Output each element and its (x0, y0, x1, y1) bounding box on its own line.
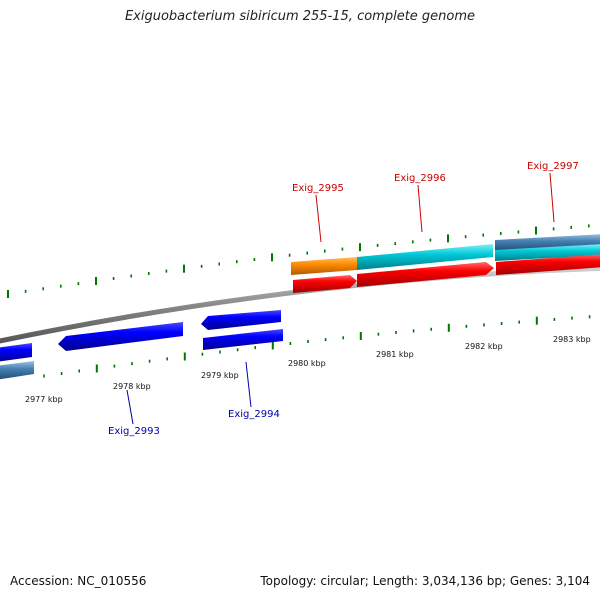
genome-backbone (0, 265, 600, 344)
gene-arrow-reverse-exig-2994-upper[interactable] (201, 310, 281, 330)
leader-line-exig-2994 (245, 361, 252, 408)
cds-block-teal-exig-2997[interactable] (495, 244, 600, 261)
scale-label: 2980 kbp (288, 359, 326, 368)
scale-labels: 2977 kbp 2978 kbp 2979 kbp 2980 kbp 2981… (25, 335, 591, 404)
leader-line-exig-2993 (126, 389, 134, 425)
topology-text: Topology: circular; Length: 3,034,136 bp… (260, 574, 590, 588)
scale-label: 2977 kbp (25, 395, 63, 404)
gene-arrow-reverse-exig-2993[interactable] (58, 322, 183, 351)
reverse-strand-track (0, 310, 283, 380)
gene-arrow-forward-exig-2995[interactable] (293, 275, 357, 293)
gene-label-exig-2993[interactable]: Exig_2993 (108, 426, 160, 437)
inner-tick-row (43, 315, 591, 378)
leader-line-exig-2996 (417, 184, 423, 233)
gene-label-exig-2994[interactable]: Exig_2994 (228, 409, 280, 420)
leader-line-exig-2997 (549, 172, 555, 223)
gene-arrow-forward-exig-2996[interactable] (357, 262, 494, 287)
scale-label: 2983 kbp (553, 335, 591, 344)
gene-labels: Exig_2993 Exig_2994 Exig_2995 Exig_2996 … (108, 161, 579, 437)
gene-arrow-forward-exig-2997[interactable] (496, 254, 600, 275)
map-title: Exiguobacterium sibiricum 255-15, comple… (124, 9, 476, 24)
leader-line-exig-2995 (315, 194, 322, 243)
scale-label: 2982 kbp (465, 342, 503, 351)
cds-block-orange-exig-2995[interactable] (291, 257, 357, 275)
outer-tick-row (7, 224, 590, 298)
forward-strand-track (291, 234, 600, 293)
gene-label-exig-2995[interactable]: Exig_2995 (292, 183, 344, 194)
cds-block-steel-left[interactable] (0, 361, 34, 380)
gene-label-exig-2997[interactable]: Exig_2997 (527, 161, 579, 172)
label-leaders (126, 172, 555, 425)
cds-block-teal-exig-2996[interactable] (357, 244, 493, 270)
scale-label: 2978 kbp (113, 382, 151, 391)
scale-label: 2979 kbp (201, 371, 239, 380)
cds-block-steel-exig-2997[interactable] (495, 234, 600, 251)
scale-label: 2981 kbp (376, 350, 414, 359)
gene-label-exig-2996[interactable]: Exig_2996 (394, 173, 446, 184)
accession-text: Accession: NC_010556 (10, 574, 147, 588)
gene-arrow-reverse[interactable] (0, 343, 32, 362)
gene-arrow-reverse-exig-2994-lower[interactable] (203, 329, 283, 350)
